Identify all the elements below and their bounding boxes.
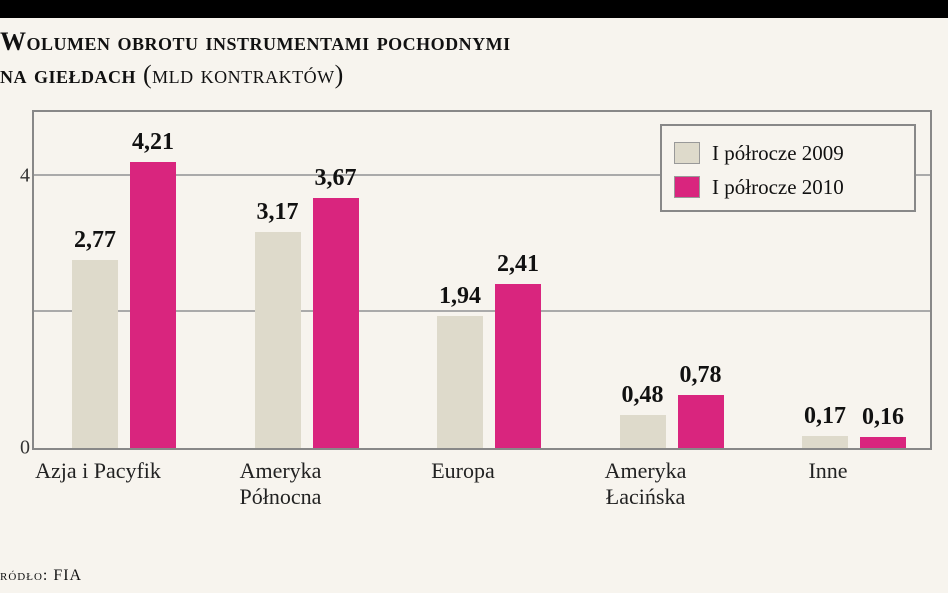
bar-value-label: 4,21	[113, 129, 193, 156]
bar	[802, 436, 848, 448]
category-label: AmerykaPółnocna	[191, 458, 371, 511]
bar-value-label: 2,77	[55, 227, 135, 254]
legend-label-0: I półrocze 2009	[712, 141, 844, 166]
bar	[678, 395, 724, 448]
bar	[72, 260, 118, 448]
bar	[620, 415, 666, 448]
plot-area: 042,774,213,173,671,942,410,480,780,170,…	[32, 110, 932, 450]
title-line-2: na giełdach (mld kontraktów)	[0, 59, 700, 92]
bar-value-label: 3,17	[238, 199, 318, 226]
chart-title: Wolumen obrotu instrumentami pochodnymi …	[0, 26, 700, 91]
y-tick-label: 4	[12, 165, 30, 188]
source-label: ródło: FIA	[0, 567, 82, 585]
bar-group: 3,17 3,67	[227, 112, 387, 448]
bar	[255, 232, 301, 448]
title-line-2b: (mld kontraktów)	[136, 60, 344, 89]
bar	[130, 162, 176, 448]
legend-swatch-0	[674, 142, 700, 164]
title-line-2a: na giełdach	[0, 60, 136, 89]
bar-value-label: 3,67	[296, 165, 376, 192]
legend-label-1: I półrocze 2010	[712, 175, 844, 200]
category-label: Inne	[738, 458, 918, 484]
legend-item-1: I półrocze 2010	[674, 170, 902, 204]
bar-value-label: 0,16	[843, 404, 923, 431]
y-tick-label: 0	[12, 437, 30, 460]
title-line-1: Wolumen obrotu instrumentami pochodnymi	[0, 26, 700, 59]
chart-area: 042,774,213,173,671,942,410,480,780,170,…	[8, 110, 936, 510]
bar	[313, 198, 359, 448]
bar-value-label: 0,78	[661, 362, 741, 389]
bar	[860, 437, 906, 448]
legend: I półrocze 2009 I półrocze 2010	[660, 124, 916, 212]
legend-swatch-1	[674, 176, 700, 198]
bar-group: 1,94 2,41	[409, 112, 569, 448]
top-black-bar	[0, 0, 948, 18]
bar	[437, 316, 483, 448]
category-label: AmerykaŁacińska	[556, 458, 736, 511]
category-label: Europa	[373, 458, 553, 484]
category-label: Azja i Pacyfik	[8, 458, 188, 484]
legend-item-0: I półrocze 2009	[674, 136, 902, 170]
bar	[495, 284, 541, 448]
page: Wolumen obrotu instrumentami pochodnymi …	[0, 0, 948, 593]
bar-value-label: 1,94	[420, 283, 500, 310]
bar-group: 2,77 4,21	[44, 112, 204, 448]
bar-value-label: 2,41	[478, 251, 558, 278]
